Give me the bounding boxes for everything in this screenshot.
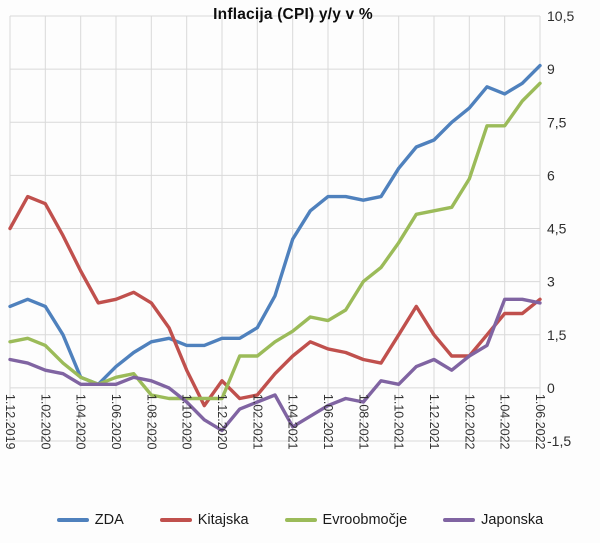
x-tick-label: 1.10.2020 (180, 394, 194, 450)
series-line-japonska (8, 297, 542, 433)
x-tick-label: 1.10.2021 (392, 394, 406, 450)
y-tick-label: 4,5 (547, 221, 567, 237)
x-tick-label: 1.12.2019 (3, 394, 17, 450)
legend-swatch-kitajska (159, 518, 192, 522)
series-line-kitajska (8, 194, 542, 408)
x-tick-label: 1.12.2021 (427, 394, 441, 450)
x-tick-label: 1.08.2020 (144, 394, 158, 450)
legend-label-zda: ZDA (94, 512, 124, 528)
y-tick-label: 9 (547, 61, 555, 77)
legend-swatch-japonska (443, 518, 476, 522)
y-tick-label: 6 (547, 167, 555, 183)
legend-swatch-evroobmocje (284, 518, 317, 522)
x-tick-label: 1.02.2020 (38, 394, 52, 450)
y-tick-label: -1,5 (547, 433, 571, 449)
legend-label-evroobmocje: Evroobmočje (322, 512, 408, 528)
x-tick-label: 1.06.2020 (109, 394, 123, 450)
x-tick-label: 1.04.2022 (498, 394, 512, 450)
series-line-zda (8, 63, 542, 386)
y-tick-label: 7,5 (547, 114, 567, 130)
x-tick-label: 1.02.2021 (250, 394, 264, 450)
x-tick-label: 1.06.2022 (533, 394, 547, 450)
x-tick-label: 1.08.2021 (356, 394, 370, 450)
y-tick-label: 3 (547, 274, 555, 290)
legend-swatch-zda (56, 518, 89, 522)
x-tick-label: 1.02.2022 (462, 394, 476, 450)
x-tick-label: 1.12.2020 (215, 394, 229, 450)
y-tick-label: 0 (547, 380, 555, 396)
legend-item-kitajska: Kitajska (159, 512, 249, 528)
x-tick-label: 1.06.2021 (321, 394, 335, 450)
legend-item-zda: ZDA (56, 512, 124, 528)
y-tick-label: 10,5 (547, 8, 574, 24)
legend-item-evroobmocje: Evroobmočje (284, 512, 408, 528)
x-tick-label: 1.04.2020 (74, 394, 88, 450)
legend-label-kitajska: Kitajska (197, 512, 249, 528)
legend-label-japonska: Japonska (481, 512, 544, 528)
chart-legend: ZDA Kitajska Evroobmočje Japonska (0, 507, 600, 533)
y-tick-label: 1,5 (547, 327, 567, 343)
x-tick-label: 1.04.2021 (286, 394, 300, 450)
series-line-evroobmocje (8, 81, 542, 401)
legend-item-japonska: Japonska (443, 512, 543, 528)
